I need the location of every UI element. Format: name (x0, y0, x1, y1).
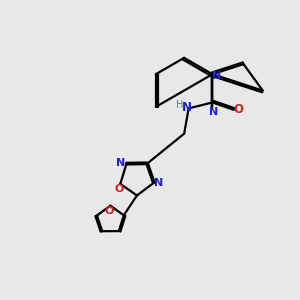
Text: N: N (209, 107, 218, 117)
Text: O: O (104, 206, 113, 216)
Text: O: O (114, 184, 124, 194)
Text: N: N (212, 71, 221, 81)
Text: O: O (234, 103, 244, 116)
Text: N: N (116, 158, 125, 168)
Text: N: N (182, 101, 192, 114)
Text: H: H (176, 100, 183, 110)
Text: N: N (154, 178, 163, 188)
